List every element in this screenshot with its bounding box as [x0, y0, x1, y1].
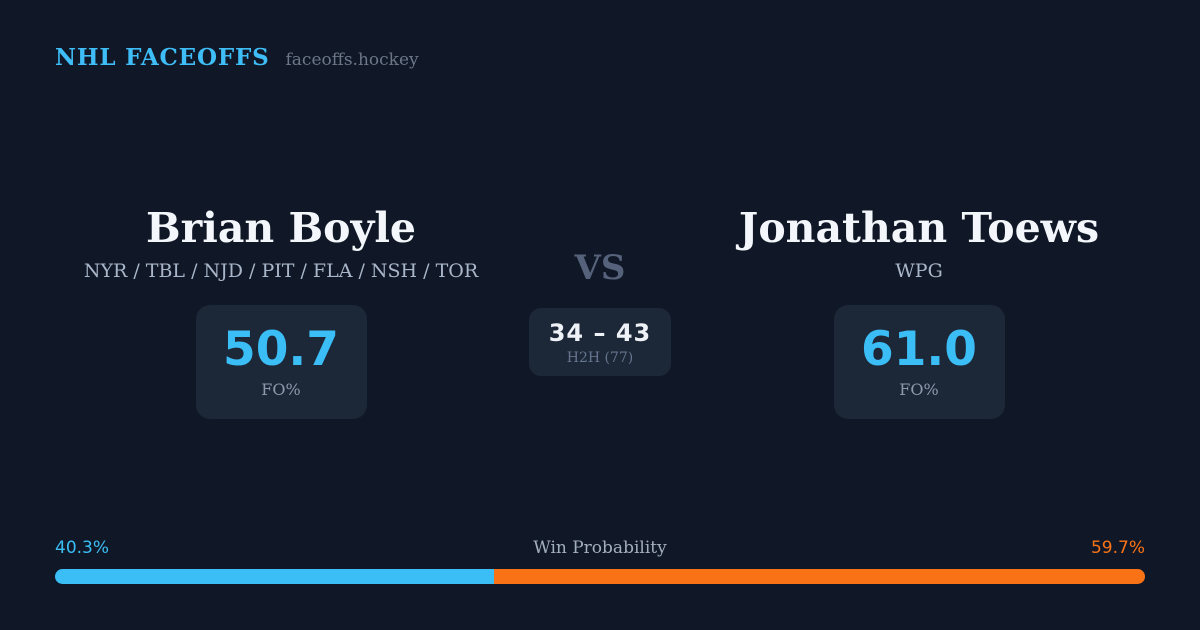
win-probability-bar-right-segment	[494, 569, 1145, 584]
header: NHL FACEOFFS faceoffs.hockey	[55, 44, 419, 71]
head-to-head-score: 34 – 43	[548, 319, 652, 347]
win-probability-left-value: 40.3%	[55, 538, 110, 558]
head-to-head-panel: 34 – 43 H2H (77)	[528, 308, 672, 376]
faceoff-pct-value: 61.0	[861, 321, 977, 377]
center-column: VS 34 – 43 H2H (77)	[511, 249, 689, 376]
vs-label: VS	[574, 248, 626, 288]
player-column-left: Brian Boyle NYR / TBL / NJD / PIT / FLA …	[51, 205, 511, 419]
win-probability-bar-left-segment	[55, 569, 495, 584]
faceoff-pct-panel: 61.0 FO%	[833, 305, 1005, 419]
player-column-right: Jonathan Toews WPG 61.0 FO%	[689, 205, 1149, 419]
faceoff-pct-label: FO%	[261, 379, 301, 399]
head-to-head-label: H2H (77)	[566, 350, 634, 366]
player-teams: NYR / TBL / NJD / PIT / FLA / NSH / TOR	[83, 260, 479, 282]
win-probability-right-value: 59.7%	[1090, 538, 1145, 558]
player-name: Brian Boyle	[146, 204, 416, 252]
faceoff-pct-panel: 50.7 FO%	[195, 305, 367, 419]
win-probability-labels: 40.3% Win Probability 59.7%	[55, 538, 1145, 558]
site-url: faceoffs.hockey	[285, 50, 419, 70]
win-probability-title: Win Probability	[533, 538, 667, 558]
faceoff-pct-value: 50.7	[223, 321, 339, 377]
player-name: Jonathan Toews	[738, 204, 1100, 252]
brand-logo: NHL FACEOFFS	[55, 44, 270, 71]
player-teams: WPG	[895, 260, 943, 282]
win-probability-bar	[55, 569, 1145, 584]
faceoff-pct-label: FO%	[899, 379, 939, 399]
